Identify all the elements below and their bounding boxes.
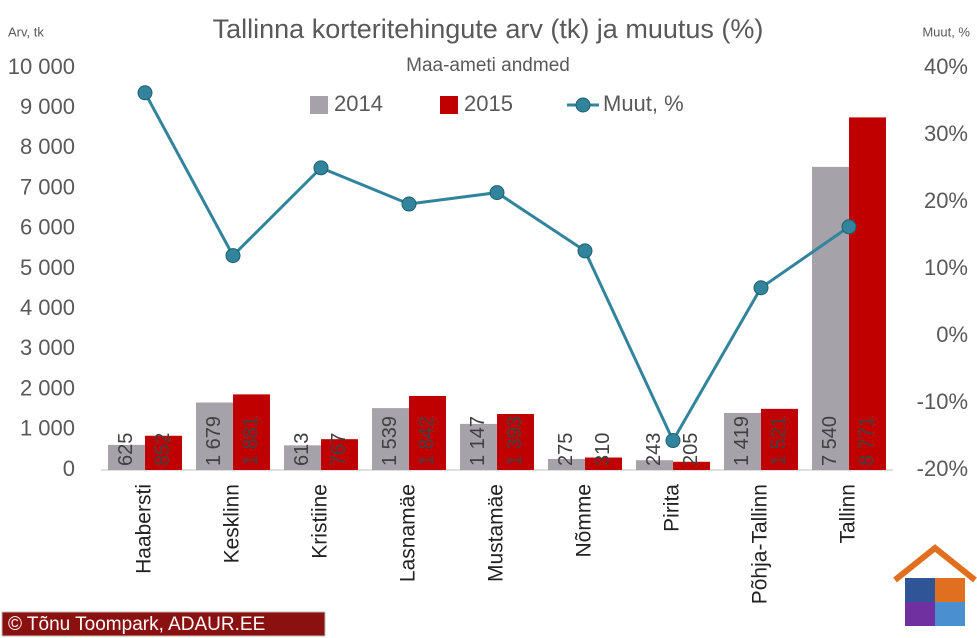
value-label: 205 <box>680 433 702 466</box>
value-label: 275 <box>555 433 577 466</box>
line-marker <box>841 219 857 235</box>
value-label: 625 <box>115 433 137 466</box>
line-marker <box>313 160 329 176</box>
line-marker <box>137 85 153 101</box>
x-tick-label: Põhja-Tallinn <box>749 484 772 604</box>
y-tick-label: 0 <box>63 456 75 481</box>
legend-label: 2015 <box>464 91 513 116</box>
x-tick-label: Lasnamäe <box>397 484 420 582</box>
y-tick-label: 2 000 <box>20 375 75 400</box>
credit: © Tõnu Toompark, ADAUR.EE <box>8 614 265 635</box>
y-tick-label: 10 000 <box>8 54 75 79</box>
bar <box>460 423 497 470</box>
bar <box>372 408 409 470</box>
line-marker <box>401 196 417 212</box>
value-label: 310 <box>592 433 614 466</box>
y2-tick-label: 40% <box>924 54 968 79</box>
value-label: 613 <box>291 433 313 466</box>
bar <box>812 166 849 470</box>
x-tick-label: Mustamäe <box>485 484 508 582</box>
y-tick-label: 5 000 <box>20 255 75 280</box>
y-tick-label: 4 000 <box>20 295 75 320</box>
y2-tick-label: -20% <box>917 456 968 481</box>
y2-tick-label: -10% <box>917 389 968 414</box>
bar <box>673 461 710 470</box>
line-marker <box>577 243 593 259</box>
bar <box>145 435 182 470</box>
legend-swatch <box>310 96 328 114</box>
y2-tick-label: 30% <box>924 121 968 146</box>
y-tick-label: 3 000 <box>20 335 75 360</box>
bar <box>585 457 622 470</box>
x-tick-label: Kristiine <box>309 484 332 559</box>
value-label: 1 521 <box>768 416 790 466</box>
bar <box>724 412 761 470</box>
line-marker <box>753 280 769 296</box>
logo <box>893 544 977 626</box>
value-label: 1 539 <box>379 416 401 466</box>
y-tick-label: 9 000 <box>20 94 75 119</box>
x-tick-label: Pirita <box>661 484 684 532</box>
y-tick-label: 7 000 <box>20 174 75 199</box>
chart-title: Tallinna korteritehingute arv (tk) ja mu… <box>213 14 764 44</box>
value-label: 1 147 <box>467 416 489 466</box>
y2-axis-label: Muut, % <box>922 24 970 39</box>
bar <box>196 402 233 470</box>
credit-box <box>1 611 326 637</box>
chart-subtitle: Maa-ameti andmed <box>406 55 570 76</box>
x-tick-label: Nõmme <box>573 484 596 558</box>
value-label: 1 393 <box>504 416 526 466</box>
bar <box>849 117 886 471</box>
y2-tick-label: 0% <box>936 322 968 347</box>
bar <box>108 444 145 470</box>
bar <box>497 414 534 470</box>
value-label: 1 881 <box>240 416 262 466</box>
y2-tick-label: 20% <box>924 188 968 213</box>
bar <box>409 395 446 470</box>
line-marker <box>489 185 505 201</box>
bar <box>284 445 321 470</box>
bar <box>233 394 270 470</box>
value-label: 767 <box>328 433 350 466</box>
x-tick-label: Haabersti <box>133 484 156 574</box>
value-label: 243 <box>643 433 665 466</box>
bar <box>761 408 798 470</box>
value-label: 7 540 <box>819 416 841 466</box>
legend-label: 2014 <box>334 91 383 116</box>
value-label: 8 771 <box>856 416 878 466</box>
line-marker <box>665 433 681 449</box>
value-label: 1 419 <box>731 416 753 466</box>
legend-label: Muut, % <box>603 91 684 116</box>
bar <box>321 439 358 470</box>
line-marker <box>225 248 241 264</box>
value-label: 1 842 <box>416 416 438 466</box>
x-tick-label: Kesklinn <box>221 484 244 563</box>
value-label: 1 679 <box>203 416 225 466</box>
bar <box>548 458 585 470</box>
legend-swatch <box>575 97 591 113</box>
bar <box>636 460 673 470</box>
y-tick-label: 6 000 <box>20 215 75 240</box>
legend-swatch <box>440 96 458 114</box>
y-tick-label: 1 000 <box>20 416 75 441</box>
y-tick-label: 8 000 <box>20 134 75 159</box>
value-label: 852 <box>152 433 174 466</box>
x-tick-label: Tallinn <box>837 484 860 544</box>
y2-tick-label: 10% <box>924 255 968 280</box>
y-axis-label: Arv, tk <box>8 24 44 39</box>
